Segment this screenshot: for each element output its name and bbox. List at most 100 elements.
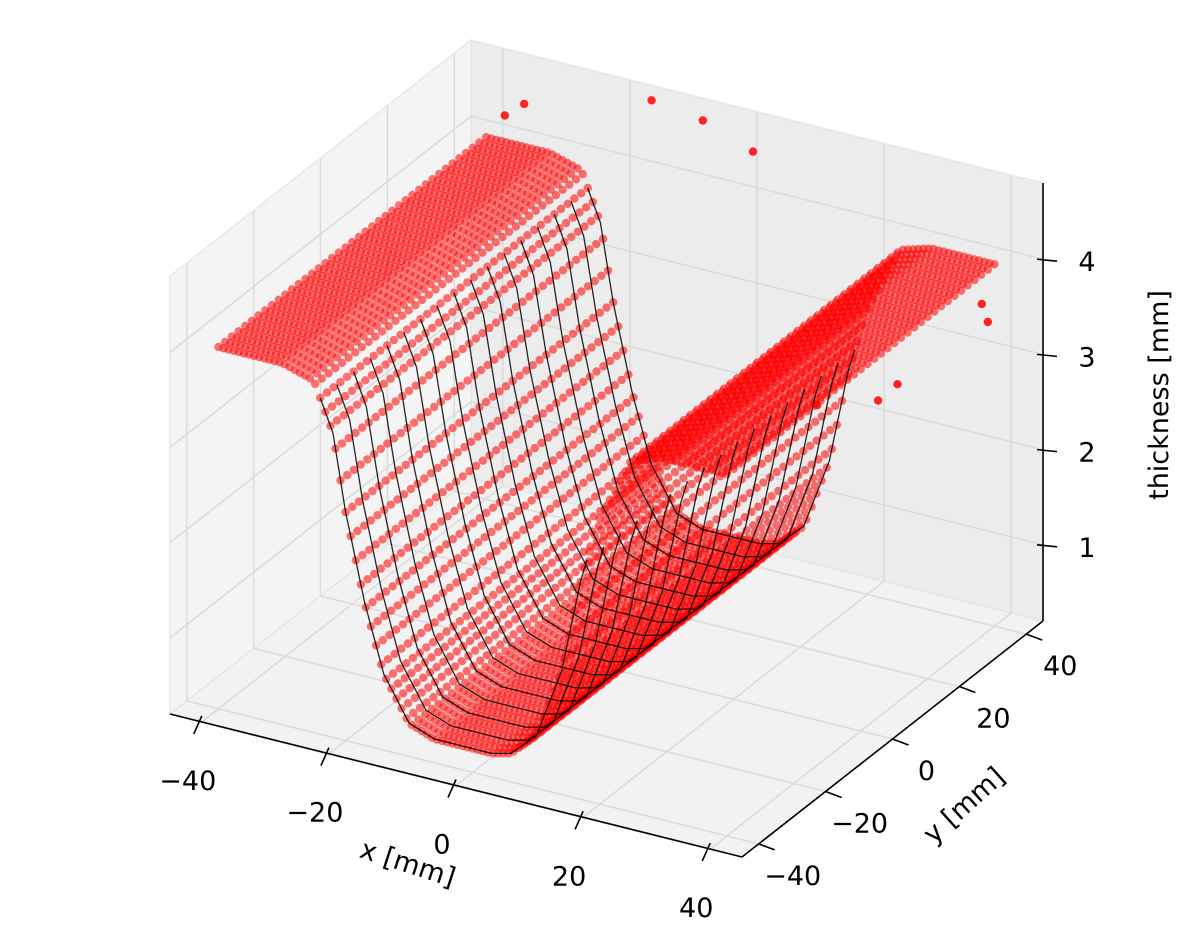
data-point — [541, 234, 551, 243]
data-point — [452, 647, 461, 656]
data-point — [507, 512, 516, 521]
data-point — [534, 569, 543, 578]
data-point — [575, 435, 585, 444]
data-point — [522, 619, 532, 629]
data-point — [638, 572, 648, 582]
data-point — [499, 541, 508, 550]
data-point — [551, 190, 561, 200]
data-point — [490, 355, 499, 364]
data-point — [439, 332, 449, 341]
data-point — [594, 443, 603, 453]
data-point — [432, 274, 442, 283]
data-point — [317, 374, 326, 383]
data-point — [501, 266, 511, 275]
data-point — [483, 360, 492, 370]
data-point — [592, 367, 601, 376]
data-point — [465, 467, 474, 476]
profile-line — [419, 318, 689, 676]
data-point — [566, 169, 576, 178]
data-point — [729, 464, 738, 474]
data-point — [468, 408, 477, 417]
data-point — [354, 497, 364, 506]
data-point — [561, 218, 571, 228]
data-point — [544, 433, 553, 442]
data-point — [463, 496, 473, 505]
data-point — [440, 642, 450, 651]
data-point — [658, 557, 668, 566]
data-point — [368, 486, 377, 496]
data-point — [747, 549, 756, 558]
data-point — [465, 567, 474, 577]
data-point — [559, 494, 568, 503]
data-point — [548, 345, 558, 354]
data-point — [376, 444, 385, 454]
data-point — [579, 377, 588, 387]
data-point — [438, 280, 447, 289]
data-point — [591, 609, 601, 618]
data-point — [436, 299, 445, 308]
data-point — [541, 563, 550, 573]
data-point — [438, 488, 447, 497]
data-point — [843, 375, 852, 384]
data-point — [579, 547, 588, 556]
data-point — [435, 545, 444, 554]
y-tick — [1025, 633, 1043, 641]
data-point — [638, 625, 647, 635]
data-point — [416, 413, 425, 422]
data-point — [444, 274, 454, 284]
data-point — [545, 404, 554, 413]
data-point — [448, 307, 457, 317]
data-point — [366, 326, 375, 336]
data-point — [646, 628, 656, 637]
data-point — [579, 680, 589, 690]
data-point — [390, 649, 399, 659]
data-point — [685, 468, 695, 478]
y-tick — [825, 790, 842, 799]
data-point — [537, 594, 547, 603]
data-point — [482, 651, 492, 660]
data-point — [510, 459, 519, 468]
data-point — [495, 271, 504, 280]
data-point — [537, 534, 546, 543]
data-point — [430, 402, 439, 412]
data-point — [565, 489, 575, 498]
data-point — [496, 252, 505, 261]
data-point — [639, 505, 648, 514]
data-point — [572, 552, 582, 562]
z-axis-label: thickness [mm] — [1144, 290, 1175, 500]
data-point — [610, 574, 619, 584]
data-point — [550, 523, 560, 533]
data-point — [528, 245, 537, 254]
data-point — [372, 321, 382, 330]
data-point — [528, 361, 538, 370]
data-point — [393, 601, 402, 610]
z-tick — [1036, 353, 1058, 358]
data-point — [473, 538, 483, 547]
data-point — [970, 275, 979, 285]
data-point — [440, 564, 449, 573]
data-point — [414, 334, 424, 343]
data-point — [417, 295, 427, 305]
data-point — [533, 259, 542, 268]
data-point — [442, 540, 451, 549]
data-point — [371, 540, 380, 549]
data-point — [748, 521, 758, 530]
grid-line-z — [169, 115, 1044, 353]
data-point — [361, 376, 370, 385]
data-point — [983, 265, 992, 274]
data-point — [643, 548, 653, 558]
data-point — [615, 550, 624, 560]
data-point — [463, 376, 472, 385]
data-point — [388, 471, 397, 480]
profile-line — [553, 214, 822, 571]
outlier-point — [647, 96, 656, 105]
data-point — [627, 417, 637, 426]
data-point — [342, 372, 352, 381]
data-point — [594, 338, 603, 347]
data-point — [602, 303, 611, 312]
data-point — [381, 360, 390, 369]
data-point — [573, 227, 582, 236]
data-point — [464, 259, 474, 268]
data-point — [625, 583, 634, 592]
data-point — [448, 424, 457, 433]
